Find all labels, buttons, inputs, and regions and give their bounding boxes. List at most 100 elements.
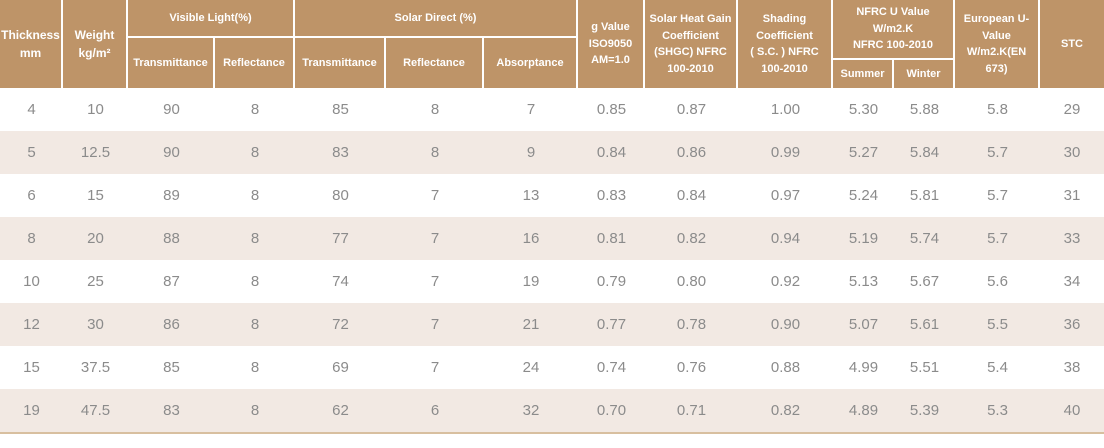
table-cell: 7: [484, 88, 578, 131]
table-cell: 10: [0, 260, 63, 303]
table-cell: 7: [386, 217, 484, 260]
table-row: 6 15 89 8 80 7 13 0.83 0.84 0.97 5.24 5.81 5.7 31: [0, 174, 1104, 217]
table-cell: 19: [0, 389, 63, 432]
table-cell: 7: [386, 346, 484, 389]
table-cell: 0.82: [645, 217, 738, 260]
table-cell: 30: [1040, 131, 1104, 174]
table-cell: 4.89: [833, 389, 894, 432]
table-cell: 0.74: [578, 346, 645, 389]
table-cell: 16: [484, 217, 578, 260]
col-header-solar-absorptance: Absorptance: [484, 38, 578, 88]
table-cell: 0.92: [738, 260, 833, 303]
table-row: 8 20 88 8 77 7 16 0.81 0.82 0.94 5.19 5.74 5.7 33: [0, 217, 1104, 260]
table-cell: 0.71: [645, 389, 738, 432]
table-cell: 0.85: [578, 88, 645, 131]
table-row: 5 12.5 90 8 83 8 9 0.84 0.86 0.99 5.27 5.84 5.7 30: [0, 131, 1104, 174]
table-cell: 40: [1040, 389, 1104, 432]
table-cell: 33: [1040, 217, 1104, 260]
table-cell: 4: [0, 88, 63, 131]
table-cell: 13: [484, 174, 578, 217]
table-cell: 38: [1040, 346, 1104, 389]
table-cell: 8: [215, 131, 295, 174]
table-cell: 72: [295, 303, 386, 346]
table-cell: 31: [1040, 174, 1104, 217]
table-cell: 0.87: [645, 88, 738, 131]
table-cell: 8: [215, 346, 295, 389]
table-cell: 83: [128, 389, 215, 432]
table-cell: 7: [386, 174, 484, 217]
table-cell: 0.77: [578, 303, 645, 346]
table-cell: 5.13: [833, 260, 894, 303]
table-cell: 15: [63, 174, 128, 217]
col-header-stc: STC: [1040, 0, 1104, 88]
table-cell: 0.78: [645, 303, 738, 346]
col-header-g-value: g Value ISO9050 AM=1.0: [578, 0, 645, 88]
table-cell: 7: [386, 260, 484, 303]
table-row: 10 25 87 8 74 7 19 0.79 0.80 0.92 5.13 5.67 5.6 34: [0, 260, 1104, 303]
table-cell: 36: [1040, 303, 1104, 346]
table-cell: 8: [386, 88, 484, 131]
table-cell: 0.70: [578, 389, 645, 432]
table-cell: 85: [128, 346, 215, 389]
col-header-shgc: Solar Heat Gain Coefficient (SHGC) NFRC …: [645, 0, 738, 88]
table-cell: 0.81: [578, 217, 645, 260]
table-cell: 0.97: [738, 174, 833, 217]
table-cell: 0.83: [578, 174, 645, 217]
table-cell: 1.00: [738, 88, 833, 131]
table-cell: 24: [484, 346, 578, 389]
table-cell: 87: [128, 260, 215, 303]
table-cell: 32: [484, 389, 578, 432]
col-group-nfrc-u-value: NFRC U Value W/m2.K NFRC 100-2010: [833, 0, 955, 60]
table-cell: 5.30: [833, 88, 894, 131]
table-cell: 5.51: [894, 346, 955, 389]
col-header-visible-transmittance: Transmittance: [128, 38, 215, 88]
table-row: 12 30 86 8 72 7 21 0.77 0.78 0.90 5.07 5.61 5.5 36: [0, 303, 1104, 346]
table-cell: 37.5: [63, 346, 128, 389]
table-cell: 0.88: [738, 346, 833, 389]
table-cell: 29: [1040, 88, 1104, 131]
col-header-thickness: Thickness mm: [0, 0, 63, 88]
col-header-shading-coefficient: Shading Coefficient ( S.C. ) NFRC 100-20…: [738, 0, 833, 88]
table-cell: 0.86: [645, 131, 738, 174]
table-cell: 47.5: [63, 389, 128, 432]
table-cell: 34: [1040, 260, 1104, 303]
table-cell: 0.99: [738, 131, 833, 174]
table-cell: 5.7: [955, 131, 1040, 174]
table-cell: 86: [128, 303, 215, 346]
col-header-european-u-value: European U- Value W/m2.K(EN 673): [955, 0, 1040, 88]
table-cell: 8: [215, 303, 295, 346]
col-header-winter: Winter: [894, 60, 955, 88]
table-cell: 0.90: [738, 303, 833, 346]
table-cell: 5.67: [894, 260, 955, 303]
table-cell: 7: [386, 303, 484, 346]
table-cell: 0.84: [645, 174, 738, 217]
col-header-visible-reflectance: Reflectance: [215, 38, 295, 88]
table-cell: 25: [63, 260, 128, 303]
table-cell: 6: [0, 174, 63, 217]
table-cell: 5.74: [894, 217, 955, 260]
table-cell: 6: [386, 389, 484, 432]
table-cell: 8: [215, 260, 295, 303]
table-cell: 5.07: [833, 303, 894, 346]
table-cell: 0.80: [645, 260, 738, 303]
table-cell: 19: [484, 260, 578, 303]
col-header-solar-reflectance: Reflectance: [386, 38, 484, 88]
table-cell: 69: [295, 346, 386, 389]
table-cell: 74: [295, 260, 386, 303]
table-cell: 5.81: [894, 174, 955, 217]
col-header-summer: Summer: [833, 60, 894, 88]
table-cell: 77: [295, 217, 386, 260]
table-cell: 88: [128, 217, 215, 260]
table-cell: 8: [215, 217, 295, 260]
table-cell: 5.7: [955, 217, 1040, 260]
table-cell: 0.76: [645, 346, 738, 389]
col-header-weight: Weight kg/m²: [63, 0, 128, 88]
table-cell: 89: [128, 174, 215, 217]
table-cell: 62: [295, 389, 386, 432]
table-cell: 5.7: [955, 174, 1040, 217]
table-cell: 30: [63, 303, 128, 346]
table-cell: 20: [63, 217, 128, 260]
table-row: 15 37.5 85 8 69 7 24 0.74 0.76 0.88 4.99 5.51 5.4 38: [0, 346, 1104, 389]
table-cell: 9: [484, 131, 578, 174]
